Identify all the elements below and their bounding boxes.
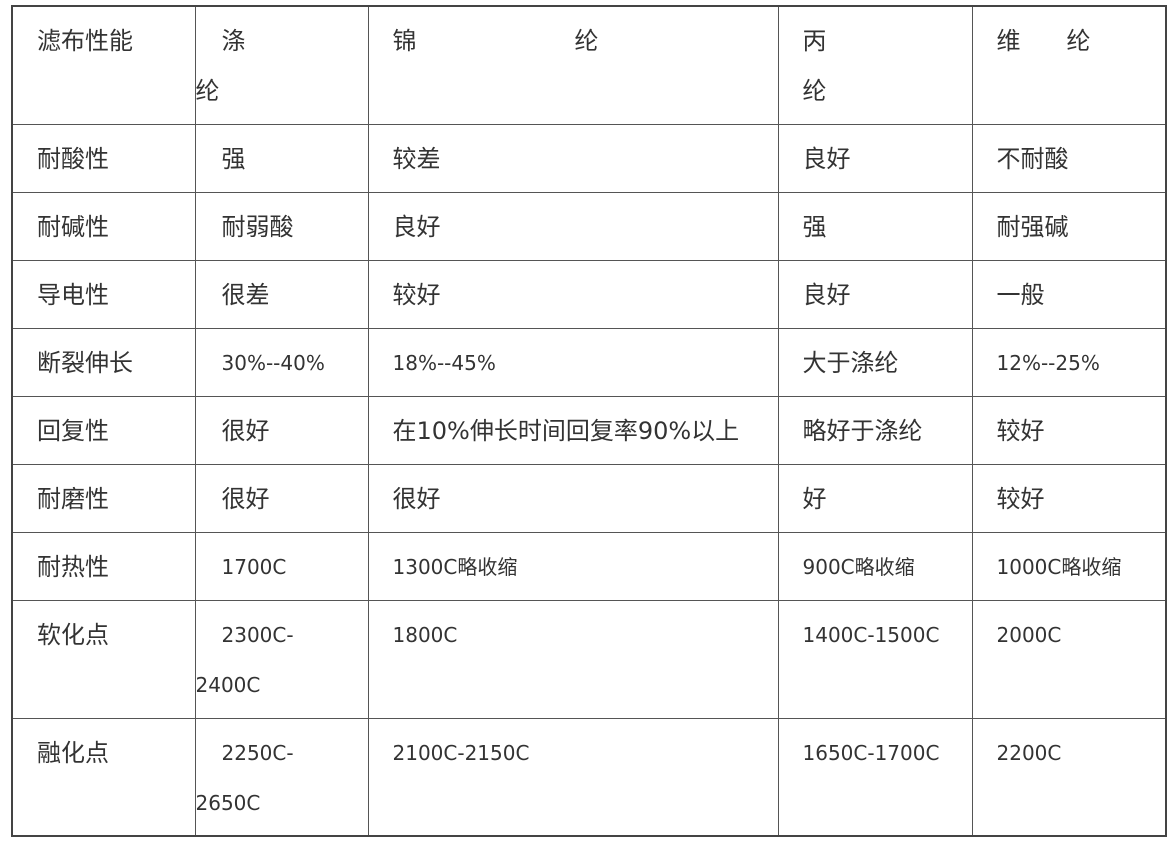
cell-property: 断裂伸长 xyxy=(11,327,196,397)
cell-polyester: 很差 xyxy=(194,259,369,329)
cell-property: 导电性 xyxy=(11,259,196,329)
cell-polyester: 30%--40% xyxy=(194,327,369,397)
header-polyester: 涤 纶 xyxy=(194,5,369,125)
cell-property: 耐碱性 xyxy=(11,191,196,261)
cell-vinylon: 一般 xyxy=(971,259,1167,329)
cell-vinylon: 较好 xyxy=(971,463,1167,533)
table-row: 耐热性 1700C 1300C略收缩 900C略收缩 1000C略收缩 xyxy=(11,531,1167,601)
cell-vinylon: 2200C xyxy=(971,717,1167,837)
cell-vinylon: 不耐酸 xyxy=(971,123,1167,193)
cell-vinylon: 较好 xyxy=(971,395,1167,465)
cell-vinylon: 2000C xyxy=(971,599,1167,719)
table-row: 融化点 2250C- 2650C 2100C-2150C 1650C-1700C 220… xyxy=(11,717,1167,837)
header-vinylon: 维纶 xyxy=(971,5,1167,125)
cell-nylon: 2100C-2150C xyxy=(367,717,779,837)
table-row: 耐磨性 很好 很好好较好 xyxy=(11,463,1167,533)
cell-polyester: 强 xyxy=(194,123,369,193)
cell-nylon: 良好 xyxy=(367,191,779,261)
cell-nylon: 较差 xyxy=(367,123,779,193)
cell-polypropylene: 好 xyxy=(777,463,973,533)
cell-polypropylene: 良好 xyxy=(777,123,973,193)
cell-polyester: 很好 xyxy=(194,463,369,533)
table-row: 回复性 很好 在10%伸长时间回复率90%以上 略好于涤纶 较好 xyxy=(11,395,1167,465)
table-row: 耐碱性 耐弱酸 良好强耐强碱 xyxy=(11,191,1167,261)
cell-polyester: 很好 xyxy=(194,395,369,465)
table-row: 断裂伸长 30%--40% 18%--45% 大于涤纶 12%--25% xyxy=(11,327,1167,397)
table-row: 耐酸性强较差 良好 不耐酸 xyxy=(11,123,1167,193)
cell-nylon: 在10%伸长时间回复率90%以上 xyxy=(367,395,779,465)
cell-polyester: 1700C xyxy=(194,531,369,601)
header-polypropylene: 丙纶 xyxy=(777,5,973,125)
cell-polyester: 耐弱酸 xyxy=(194,191,369,261)
cell-property: 融化点 xyxy=(11,717,196,837)
cell-nylon: 18%--45% xyxy=(367,327,779,397)
filter-cloth-properties-table: 滤布性能 涤 纶 锦纶 丙纶 维纶 耐酸性强较差 良好 不耐酸 耐碱性 耐弱酸 良好强耐强… xyxy=(11,5,1167,837)
cell-polyester: 2300C- 2400C xyxy=(194,599,369,719)
cell-polypropylene: 大于涤纶 xyxy=(777,327,973,397)
cell-polypropylene: 强 xyxy=(777,191,973,261)
cell-property: 耐热性 xyxy=(11,531,196,601)
cell-polypropylene: 1400C-1500C xyxy=(777,599,973,719)
cell-polypropylene: 900C略收缩 xyxy=(777,531,973,601)
cell-vinylon: 12%--25% xyxy=(971,327,1167,397)
cell-nylon: 1800C xyxy=(367,599,779,719)
table-row: 导电性 很差 较好 良好 一般 xyxy=(11,259,1167,329)
cell-polypropylene: 1650C-1700C xyxy=(777,717,973,837)
cell-nylon: 1300C略收缩 xyxy=(367,531,779,601)
header-row: 滤布性能 涤 纶 锦纶 丙纶 维纶 xyxy=(11,5,1167,125)
table-row: 软化点 2300C- 2400C 1800C 1400C-1500C 2000C xyxy=(11,599,1167,719)
cell-vinylon: 1000C略收缩 xyxy=(971,531,1167,601)
cell-property: 耐磨性 xyxy=(11,463,196,533)
cell-polyester: 2250C- 2650C xyxy=(194,717,369,837)
cell-polypropylene: 略好于涤纶 xyxy=(777,395,973,465)
cell-nylon: 很好 xyxy=(367,463,779,533)
cell-property: 回复性 xyxy=(11,395,196,465)
cell-polypropylene: 良好 xyxy=(777,259,973,329)
header-property: 滤布性能 xyxy=(11,5,196,125)
cell-property: 软化点 xyxy=(11,599,196,719)
cell-vinylon: 耐强碱 xyxy=(971,191,1167,261)
cell-nylon: 较好 xyxy=(367,259,779,329)
cell-property: 耐酸性 xyxy=(11,123,196,193)
header-nylon: 锦纶 xyxy=(367,5,779,125)
